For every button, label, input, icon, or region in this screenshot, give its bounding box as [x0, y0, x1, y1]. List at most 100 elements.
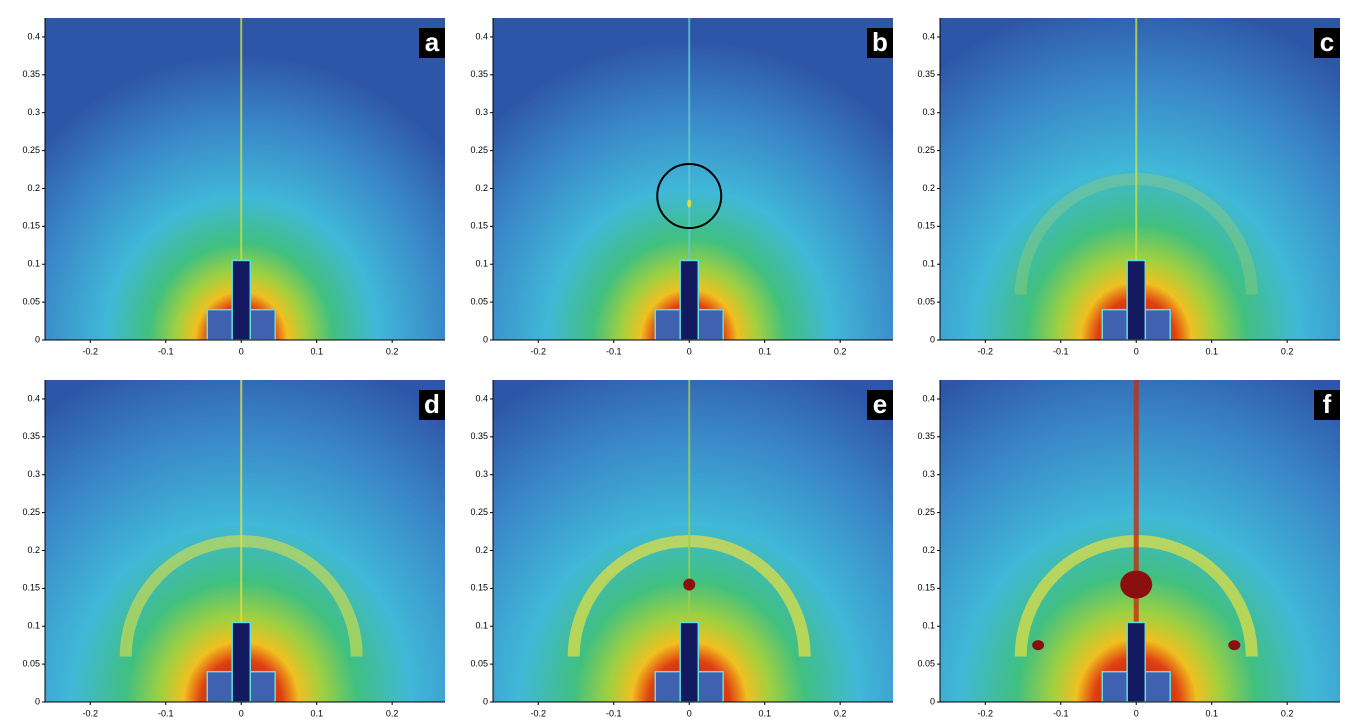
y-tick-label: 0.3: [922, 107, 935, 117]
y-tick-label: 0.2: [27, 545, 40, 555]
beam-stop: [231, 621, 252, 702]
x-tick-label: -0.1: [158, 346, 174, 356]
y-tick-label: 0.15: [470, 221, 488, 231]
spot: [1120, 570, 1153, 599]
y-tick-label: 0: [35, 696, 40, 706]
y-tick-label: 0.15: [917, 221, 935, 231]
beam-stop: [679, 259, 700, 340]
panel-label-box: [867, 28, 893, 58]
y-tick-label: 0.15: [22, 221, 40, 231]
y-tick-label: 0.1: [922, 621, 935, 631]
x-tick-label: 0.1: [1205, 708, 1218, 718]
x-tick-label: -0.2: [531, 708, 547, 718]
y-tick-label: 0.3: [27, 469, 40, 479]
y-tick-label: 0.25: [22, 507, 40, 517]
y-tick-label: 0.25: [470, 145, 488, 155]
y-tick-label: 0.05: [917, 658, 935, 668]
y-tick-label: 0.1: [475, 259, 488, 269]
x-tick-label: 0.2: [1281, 708, 1294, 718]
x-tick-label: 0.1: [310, 708, 323, 718]
y-tick-label: 0.25: [917, 507, 935, 517]
y-tick-label: 0.05: [470, 296, 488, 306]
y-tick-label: 0.4: [922, 31, 935, 41]
panel-label: f: [1323, 389, 1332, 419]
y-tick-label: 0.3: [922, 469, 935, 479]
x-tick-label: 0.1: [758, 346, 771, 356]
x-tick-label: 0.2: [834, 708, 847, 718]
y-tick-label: 0.4: [475, 393, 488, 403]
y-tick-label: 0.3: [475, 107, 488, 117]
x-tick-label: 0.2: [1281, 346, 1294, 356]
panel-label: d: [424, 389, 440, 419]
y-tick-label: 0.05: [917, 296, 935, 306]
panel: [493, 380, 893, 702]
y-tick-label: 0.4: [922, 393, 935, 403]
y-tick-label: 0.25: [917, 145, 935, 155]
x-tick-label: -0.1: [606, 708, 622, 718]
x-tick-label: 0.1: [1205, 346, 1218, 356]
x-tick-label: 0: [687, 346, 692, 356]
panel-label: a: [425, 27, 440, 57]
y-tick-label: 0.15: [917, 583, 935, 593]
x-tick-label: 0: [1134, 346, 1139, 356]
y-tick-label: 0.2: [475, 183, 488, 193]
panel-label: e: [873, 389, 887, 419]
panel-label-box: [419, 390, 445, 420]
beam-stop: [679, 621, 700, 702]
panel: [493, 18, 893, 340]
y-tick-label: 0.05: [22, 296, 40, 306]
y-tick-label: 0.1: [475, 621, 488, 631]
x-tick-label: -0.2: [83, 346, 99, 356]
y-tick-label: 0.05: [22, 658, 40, 668]
y-tick-label: 0.35: [22, 69, 40, 79]
y-tick-label: 0: [35, 334, 40, 344]
y-tick-label: 0.1: [922, 259, 935, 269]
panel-label-box: [867, 390, 893, 420]
x-tick-label: -0.1: [158, 708, 174, 718]
y-tick-label: 0: [930, 334, 935, 344]
panel: [45, 380, 445, 702]
y-tick-label: 0.35: [917, 69, 935, 79]
beam-stop: [1126, 259, 1147, 340]
spot: [683, 578, 696, 591]
spot: [1032, 640, 1045, 651]
y-tick-label: 0.2: [922, 545, 935, 555]
y-tick-label: 0.4: [27, 31, 40, 41]
x-tick-label: 0.2: [834, 346, 847, 356]
y-tick-label: 0.25: [470, 507, 488, 517]
panel-label: c: [1320, 27, 1334, 57]
y-tick-label: 0.35: [917, 431, 935, 441]
panel: [45, 18, 445, 340]
panel-label-box: [1314, 390, 1340, 420]
y-tick-label: 0: [483, 334, 488, 344]
spot: [1228, 640, 1241, 651]
beam-stop: [231, 259, 252, 340]
x-tick-label: 0.2: [386, 346, 399, 356]
y-tick-label: 0.4: [475, 31, 488, 41]
x-tick-label: -0.2: [83, 708, 99, 718]
x-tick-label: -0.1: [1053, 346, 1069, 356]
y-tick-label: 0.1: [27, 259, 40, 269]
x-tick-label: -0.2: [531, 346, 547, 356]
y-tick-label: 0.15: [22, 583, 40, 593]
y-tick-label: 0.1: [27, 621, 40, 631]
spot: [687, 199, 692, 208]
x-tick-label: 0.1: [758, 708, 771, 718]
x-tick-label: -0.2: [978, 346, 994, 356]
highlight-circle: [656, 163, 723, 230]
y-tick-label: 0.4: [27, 393, 40, 403]
panel-label-box: [1314, 28, 1340, 58]
panel-label: b: [872, 27, 888, 57]
y-tick-label: 0.25: [22, 145, 40, 155]
x-tick-label: -0.1: [1053, 708, 1069, 718]
y-tick-label: 0.3: [475, 469, 488, 479]
y-tick-label: 0.35: [470, 431, 488, 441]
panel-label-box: [419, 28, 445, 58]
panel: [940, 18, 1340, 340]
y-tick-label: 0.05: [470, 658, 488, 668]
y-tick-label: 0.2: [27, 183, 40, 193]
x-tick-label: 0.2: [386, 708, 399, 718]
x-tick-label: 0: [239, 708, 244, 718]
y-tick-label: 0.15: [470, 583, 488, 593]
beam-stop: [1126, 621, 1147, 702]
